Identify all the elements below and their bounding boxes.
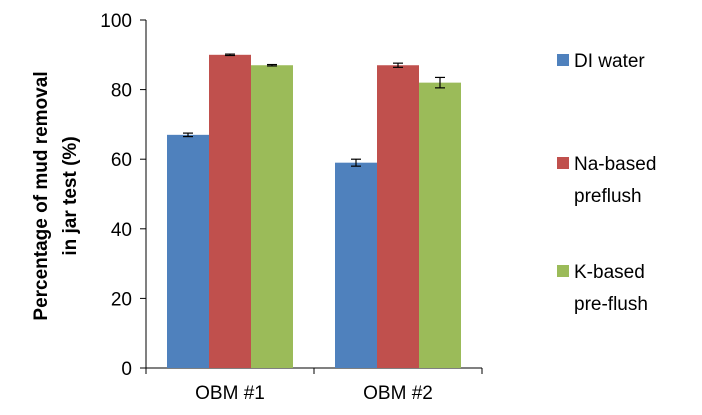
bar [419, 82, 461, 368]
y-tick-label: 100 [100, 11, 132, 32]
bar [335, 162, 377, 368]
x-tick-label: OBM #1 [195, 383, 265, 404]
legend-label: DI water [574, 51, 645, 72]
bar [209, 54, 251, 369]
legend-swatch [557, 157, 569, 169]
y-tick-label: 0 [121, 359, 132, 380]
y-tick-label: 80 [111, 81, 132, 102]
x-tick-label: OBM #2 [363, 383, 433, 404]
legend-label: pre-flush [574, 294, 648, 315]
bar [251, 65, 293, 369]
y-axis-title-line-1: Percentage of mud removal [31, 71, 52, 320]
legend-swatch [557, 54, 569, 66]
bar [377, 65, 419, 369]
y-axis-title-line-2: in jar test (%) [60, 136, 81, 255]
y-tick-label: 40 [111, 220, 132, 241]
y-axis-title: Percentage of mud removal in jar test (%… [31, 71, 81, 320]
y-tick-label: 60 [111, 150, 132, 171]
bar [167, 134, 209, 368]
legend-swatch [557, 265, 569, 277]
plot-area: 0 20 40 60 80 100 OBM #1 OBM #2 [100, 11, 483, 404]
legend-label: Na-based [574, 154, 656, 175]
legend-label: K-based [574, 262, 645, 283]
legend: DI water Na-based preflush K-based pre-flush [557, 51, 656, 315]
y-tick-label: 20 [111, 289, 132, 310]
legend-label: preflush [574, 186, 642, 207]
